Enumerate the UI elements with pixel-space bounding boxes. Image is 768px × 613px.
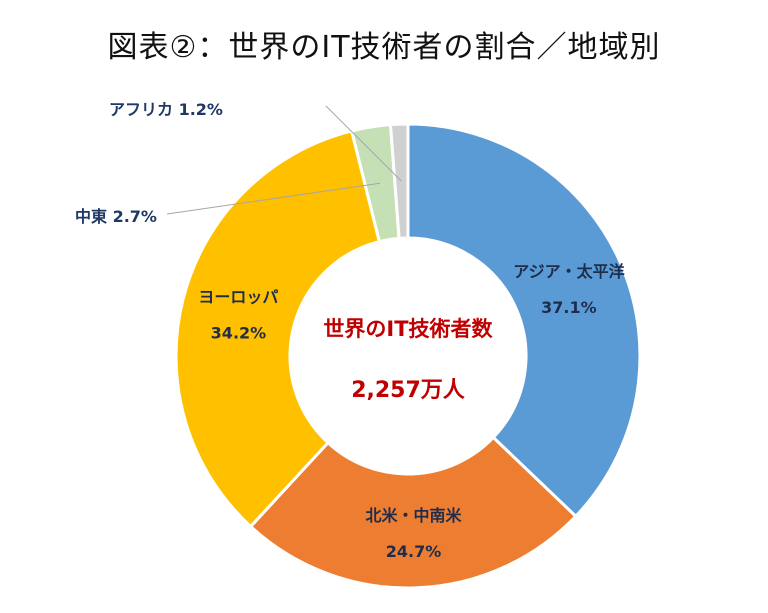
slice-3 bbox=[174, 129, 382, 529]
chart-title: 図表②：世界のIT技術者の割合／地域別 bbox=[107, 30, 661, 65]
slice-label-4: 中東 2.7% bbox=[75, 207, 157, 226]
slice-value-1: 37.1% bbox=[541, 298, 597, 317]
center-title: 世界のIT技術者数 bbox=[323, 317, 493, 341]
slice-value-3: 34.2% bbox=[211, 324, 267, 343]
slice-1 bbox=[406, 122, 642, 519]
center-total: 2,257万人 bbox=[351, 378, 465, 403]
slice-label-1: アジア・太平洋 bbox=[513, 262, 624, 281]
leader-lines bbox=[166, 105, 402, 215]
slice-value-2: 24.7% bbox=[386, 542, 442, 561]
donut-slices bbox=[174, 122, 642, 590]
leader-line-5 bbox=[325, 105, 402, 182]
slice-label-3: ヨーロッパ bbox=[198, 288, 278, 307]
slice-5 bbox=[388, 122, 410, 240]
slice-labels: アジア・太平洋 37.1% 北米・中南米 24.7% ヨーロッパ 34.2% 中東 2.7%… bbox=[75, 100, 625, 561]
slice-2 bbox=[248, 435, 578, 590]
slice-label-2: 北米・中南米 bbox=[365, 506, 462, 525]
leader-line-4 bbox=[166, 182, 381, 215]
slice-label-5: アフリカ 1.2% bbox=[109, 100, 223, 119]
